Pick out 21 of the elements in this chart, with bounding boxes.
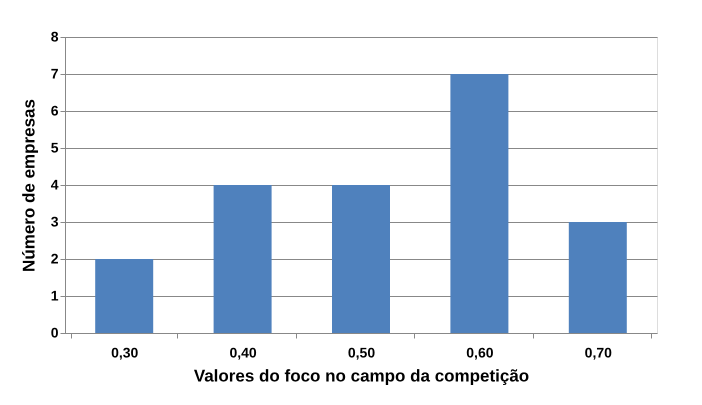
x-tick-label: 0,60 xyxy=(466,344,494,360)
bar xyxy=(95,259,154,333)
x-tick-label: 0,30 xyxy=(111,344,139,360)
y-tick-label: 3 xyxy=(50,214,59,230)
y-tick-label: 8 xyxy=(50,28,59,44)
y-tick-label: 4 xyxy=(50,176,59,192)
bar xyxy=(450,74,508,333)
y-tick-label: 7 xyxy=(50,66,59,82)
x-tick-label: 0,70 xyxy=(584,344,612,360)
y-tick-label: 1 xyxy=(50,288,59,304)
bar xyxy=(214,185,272,333)
x-tick-label: 0,40 xyxy=(229,344,257,360)
y-tick-label: 5 xyxy=(50,140,59,156)
bar xyxy=(332,185,390,333)
y-axis-title: Número de empresas xyxy=(20,99,39,272)
x-tick-label: 0,50 xyxy=(348,344,376,360)
bar xyxy=(568,222,627,333)
x-axis-title: Valores do foco no campo da competição xyxy=(194,366,530,386)
y-tick-label: 0 xyxy=(50,324,59,340)
y-tick-label: 6 xyxy=(50,102,59,118)
y-tick-label: 2 xyxy=(50,250,59,266)
